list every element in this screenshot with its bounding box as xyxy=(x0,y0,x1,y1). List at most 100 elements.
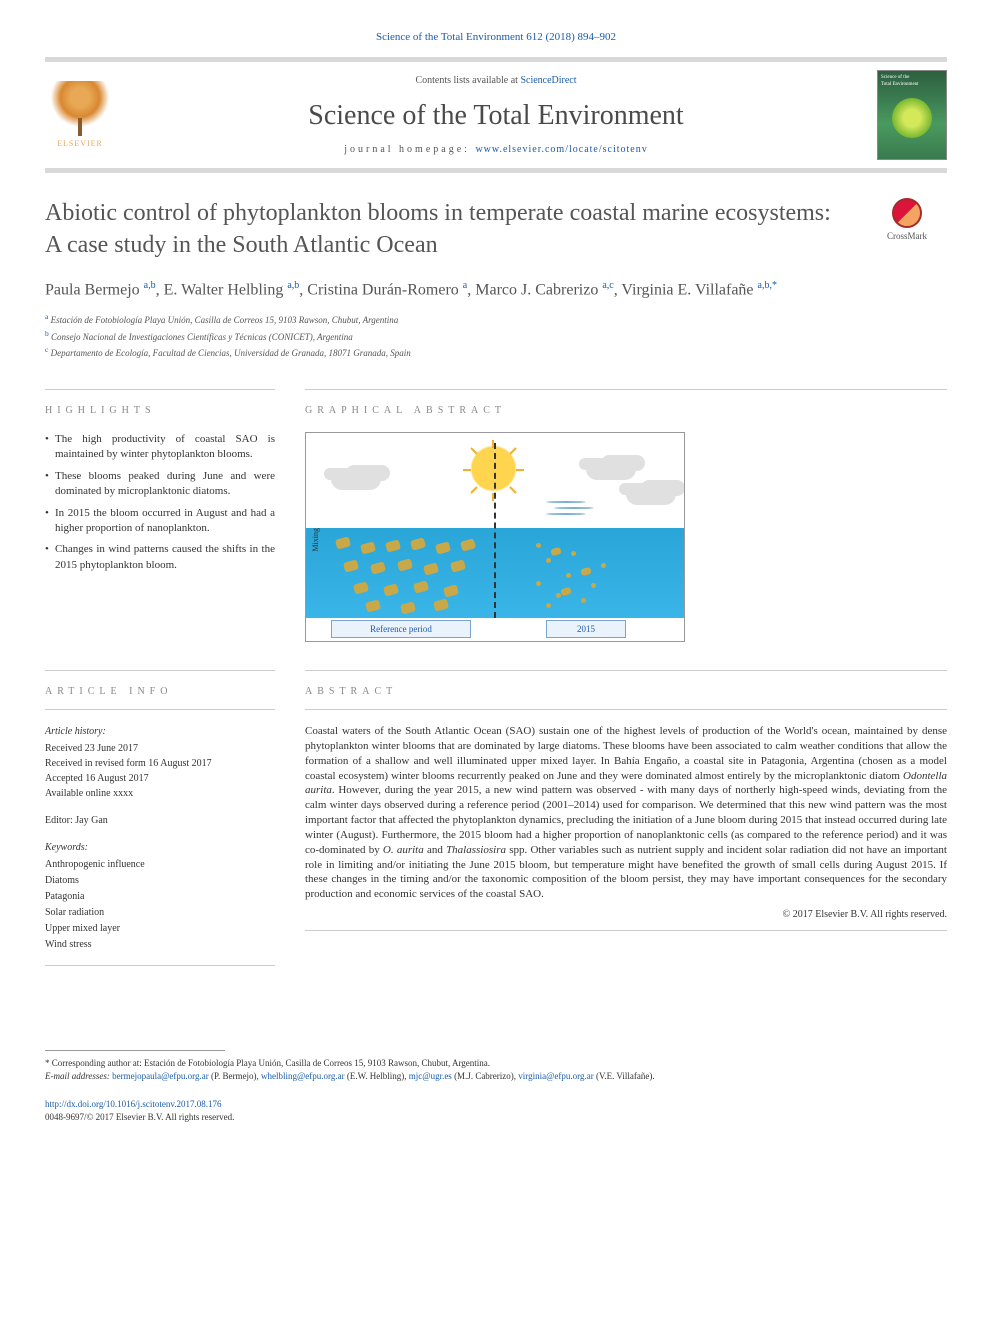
nanoplankton-icon xyxy=(556,593,561,598)
cover-text-bottom: Total Environment xyxy=(881,81,943,88)
highlight-item: Changes in wind patterns caused the shif… xyxy=(45,542,275,573)
graphical-abstract-figure: Mixing xyxy=(305,432,685,642)
keyword-item: Patagonia xyxy=(45,889,275,905)
cover-graphic-icon xyxy=(892,98,932,138)
footer-block: http://dx.doi.org/10.1016/j.scitotenv.20… xyxy=(45,1098,947,1123)
contents-prefix: Contents lists available at xyxy=(415,75,520,86)
doi-link[interactable]: http://dx.doi.org/10.1016/j.scitotenv.20… xyxy=(45,1099,222,1109)
header-center: Contents lists available at ScienceDirec… xyxy=(115,74,877,157)
issn-copyright: 0048-9697/© 2017 Elsevier B.V. All right… xyxy=(45,1112,234,1122)
crossmark-badge[interactable]: CrossMark xyxy=(867,198,947,243)
homepage-line: journal homepage: www.elsevier.com/locat… xyxy=(115,143,877,157)
author-email-link[interactable]: whelbling@efpu.org.ar xyxy=(261,1071,345,1081)
journal-cover-thumbnail: Science of the Total Environment xyxy=(877,70,947,160)
abstract-text: Coastal waters of the South Atlantic Oce… xyxy=(305,724,947,902)
cloud-icon xyxy=(626,483,676,505)
elsevier-tree-icon xyxy=(50,81,110,136)
journal-name: Science of the Total Environment xyxy=(115,96,877,135)
sciencedirect-link[interactable]: ScienceDirect xyxy=(520,75,576,86)
cloud-icon xyxy=(586,458,636,480)
email-who: (P. Bermejo), xyxy=(209,1071,261,1081)
highlight-item: In 2015 the bloom occurred in August and… xyxy=(45,506,275,537)
keyword-item: Solar radiation xyxy=(45,905,275,921)
wind-icon xyxy=(546,501,586,503)
history-line: Received 23 June 2017 xyxy=(45,741,275,756)
abstract-column: ABSTRACT Coastal waters of the South Atl… xyxy=(305,662,947,980)
homepage-link[interactable]: www.elsevier.com/locate/scitotenv xyxy=(475,144,647,155)
divider xyxy=(305,930,947,931)
ga-panel-divider xyxy=(494,443,496,618)
divider xyxy=(45,965,275,966)
affiliation-line: b Consejo Nacional de Investigaciones Ci… xyxy=(45,328,947,345)
history-line: Received in revised form 16 August 2017 xyxy=(45,756,275,771)
history-label: Article history: xyxy=(45,724,275,739)
abstract-heading: ABSTRACT xyxy=(305,685,947,699)
nanoplankton-icon xyxy=(601,563,606,568)
cloud-icon xyxy=(331,468,381,490)
nanoplankton-icon xyxy=(581,598,586,603)
title-row: Abiotic control of phytoplankton blooms … xyxy=(45,198,947,278)
graphical-abstract-heading: GRAPHICAL ABSTRACT xyxy=(305,404,947,418)
nanoplankton-icon xyxy=(536,581,541,586)
crossmark-label: CrossMark xyxy=(887,231,927,241)
elsevier-logo-text: ELSEVIER xyxy=(57,138,103,149)
homepage-label: journal homepage: xyxy=(344,144,475,155)
author-email-link[interactable]: bermejopaula@efpu.org.ar xyxy=(112,1071,209,1081)
info-abstract-row: ARTICLE INFO Article history: Received 2… xyxy=(45,662,947,980)
editor-label: Editor: xyxy=(45,815,75,826)
divider xyxy=(305,670,947,671)
authors-line: Paula Bermejo a,b, E. Walter Helbling a,… xyxy=(45,279,947,302)
article-info-heading: ARTICLE INFO xyxy=(45,685,275,699)
email-who: (M.J. Cabrerizo), xyxy=(452,1071,518,1081)
keywords-label: Keywords: xyxy=(45,840,275,855)
corresponding-text: Corresponding author at: Estación de Fot… xyxy=(52,1058,490,1068)
article-info-column: ARTICLE INFO Article history: Received 2… xyxy=(45,662,275,980)
keyword-item: Upper mixed layer xyxy=(45,921,275,937)
mixing-axis-label: Mixing xyxy=(310,528,321,552)
email-label: E-mail addresses: xyxy=(45,1071,112,1081)
affiliation-line: a Estación de Fotobiología Playa Unión, … xyxy=(45,311,947,328)
author-email-link[interactable]: virginia@efpu.org.ar xyxy=(518,1071,593,1081)
affiliations-block: a Estación de Fotobiología Playa Unión, … xyxy=(45,311,947,361)
keywords-block: Keywords: Anthropogenic influenceDiatoms… xyxy=(45,840,275,953)
cover-text-top: Science of the xyxy=(881,74,943,81)
corresponding-author-block: * Corresponding author at: Estación de F… xyxy=(45,1057,947,1084)
nanoplankton-icon xyxy=(566,573,571,578)
divider xyxy=(45,389,275,390)
article-history: Article history: Received 23 June 2017Re… xyxy=(45,724,275,801)
journal-header: ELSEVIER Contents lists available at Sci… xyxy=(45,57,947,173)
editor-name: Jay Gan xyxy=(75,815,108,826)
nanoplankton-icon xyxy=(591,583,596,588)
divider xyxy=(45,709,275,710)
email-line: E-mail addresses: bermejopaula@efpu.org.… xyxy=(45,1070,947,1084)
nanoplankton-icon xyxy=(546,603,551,608)
highlight-item: The high productivity of coastal SAO is … xyxy=(45,432,275,463)
keyword-item: Wind stress xyxy=(45,937,275,953)
history-line: Available online xxxx xyxy=(45,786,275,801)
star-marker: * xyxy=(45,1058,50,1068)
history-line: Accepted 16 August 2017 xyxy=(45,771,275,786)
divider xyxy=(305,709,947,710)
article-info-block: Article history: Received 23 June 2017Re… xyxy=(45,724,275,953)
corresponding-line: * Corresponding author at: Estación de F… xyxy=(45,1057,947,1071)
elsevier-logo: ELSEVIER xyxy=(45,75,115,155)
article-title: Abiotic control of phytoplankton blooms … xyxy=(45,198,847,260)
affiliation-line: c Departamento de Ecología, Facultad de … xyxy=(45,344,947,361)
nanoplankton-icon xyxy=(536,543,541,548)
nanoplankton-icon xyxy=(571,551,576,556)
wind-icon xyxy=(554,507,594,509)
highlights-list: The high productivity of coastal SAO is … xyxy=(45,432,275,573)
email-who: (E.W. Helbling), xyxy=(345,1071,409,1081)
author-email-link[interactable]: mjc@ugr.es xyxy=(409,1071,452,1081)
abstract-copyright: © 2017 Elsevier B.V. All rights reserved… xyxy=(305,908,947,922)
citation-line: Science of the Total Environment 612 (20… xyxy=(45,30,947,45)
ga-right-label: 2015 xyxy=(546,620,626,638)
divider xyxy=(305,389,947,390)
email-who: (V.E. Villafañe). xyxy=(594,1071,655,1081)
highlights-ga-row: HIGHLIGHTS The high productivity of coas… xyxy=(45,381,947,642)
editor-line: Editor: Jay Gan xyxy=(45,813,275,828)
nanoplankton-icon xyxy=(546,558,551,563)
divider xyxy=(45,670,275,671)
highlight-item: These blooms peaked during June and were… xyxy=(45,469,275,500)
graphical-abstract-column: GRAPHICAL ABSTRACT Mixing xyxy=(305,381,947,642)
